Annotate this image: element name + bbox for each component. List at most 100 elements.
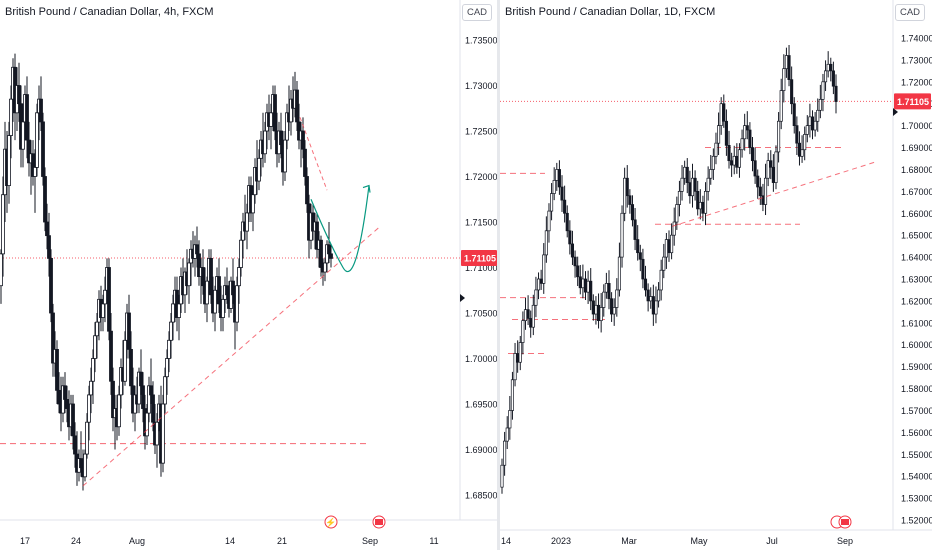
y-tick-label: 1.69500 <box>465 400 497 410</box>
candle-body <box>570 243 575 258</box>
candle-body <box>231 280 235 296</box>
chart-panel-1d[interactable]: British Pound / Canadian Dollar, 1D, FXC… <box>500 0 932 550</box>
y-tick-label: 1.73000 <box>465 81 497 91</box>
candle-body <box>201 267 205 287</box>
candle-body <box>677 191 681 205</box>
candle-body <box>698 201 702 210</box>
candle-body <box>636 239 640 254</box>
candle-body <box>101 303 105 318</box>
candle-body <box>766 160 770 179</box>
candle-body <box>329 253 333 259</box>
candle-body <box>283 139 287 173</box>
chart-canvas-4h[interactable]: 1.73500 1.73000 1.72500 1.72000 1.71500 1.710… <box>0 0 497 550</box>
candle-body <box>805 125 809 135</box>
candle-body <box>690 177 695 197</box>
y-tick-label: 1.64000 <box>901 253 932 263</box>
y-tick-label: 1.70000 <box>465 354 497 364</box>
candle-body <box>539 278 543 284</box>
candle-body <box>513 353 517 381</box>
trendline <box>82 226 381 487</box>
candle-body <box>612 307 616 315</box>
currency-badge-4h[interactable]: CAD <box>462 4 492 21</box>
candle-body <box>748 129 752 148</box>
candle-body <box>279 130 283 146</box>
candle-body <box>500 464 504 488</box>
candle-body <box>323 262 327 273</box>
candle-body <box>21 121 25 150</box>
candle-body <box>818 98 822 111</box>
candle-body <box>516 353 520 363</box>
candle-body <box>65 399 69 409</box>
candle-body <box>171 303 175 323</box>
candle-body <box>117 394 121 428</box>
y-tick-label: 1.54000 <box>901 472 932 482</box>
candle-body <box>675 204 679 223</box>
y-tick-label: 1.71500 <box>465 218 497 228</box>
candle-body <box>630 204 635 221</box>
candle-body <box>740 138 744 151</box>
candle-body <box>790 79 794 105</box>
candle-body <box>834 85 838 102</box>
candle-body <box>782 68 786 91</box>
scale-handle-left[interactable] <box>460 294 465 302</box>
candle-body <box>25 94 29 141</box>
candle-body <box>305 176 309 205</box>
candle-body <box>667 239 671 254</box>
candle-body <box>63 385 67 400</box>
candle-body <box>711 155 715 170</box>
candle-body <box>743 125 747 140</box>
candle-body <box>643 278 648 291</box>
candle-body <box>638 252 642 260</box>
candle-body <box>163 376 167 405</box>
scale-handle-right[interactable] <box>893 108 898 116</box>
candle-body <box>560 186 564 201</box>
candle-body <box>550 193 554 212</box>
candle-body <box>55 348 59 391</box>
candle-body <box>784 55 788 70</box>
chart-panel-4h[interactable]: British Pound / Canadian Dollar, 4h, FXC… <box>0 0 497 550</box>
candle-body <box>714 142 718 157</box>
candle-body <box>239 239 243 268</box>
y-tick-label: 1.60000 <box>901 340 932 350</box>
y-tick-label: 1.62000 <box>901 296 932 306</box>
y-tick-label: 1.73500 <box>465 36 497 46</box>
candle-body <box>774 151 778 183</box>
candle-body <box>717 125 721 144</box>
candle-body <box>769 160 773 168</box>
candle-body <box>732 155 736 166</box>
candle-body <box>777 120 781 153</box>
candle-body <box>327 244 331 255</box>
candle-body <box>831 70 835 87</box>
y-tick-label: 1.66000 <box>901 209 932 219</box>
candle-body <box>177 303 181 318</box>
candle-body <box>87 394 91 423</box>
chart-title-4h: British Pound / Canadian Dollar, 4h, FXC… <box>5 6 214 18</box>
candle-body <box>813 120 817 131</box>
candle-body <box>139 371 143 387</box>
candle-body <box>670 234 674 254</box>
candle-body <box>103 289 107 305</box>
candle-body <box>651 296 655 315</box>
candle-body <box>625 177 629 197</box>
candle-body <box>654 300 658 315</box>
candle-body <box>578 276 582 289</box>
candle-body <box>810 116 815 131</box>
candle-body <box>659 269 663 291</box>
last-price-label: 1.71105 <box>464 253 496 263</box>
currency-badge-1d[interactable]: CAD <box>895 4 925 21</box>
candle-body <box>251 194 255 214</box>
candle-body <box>531 304 535 328</box>
x-tick-label: 14 <box>225 536 235 546</box>
candle-body <box>808 116 812 126</box>
candle-body <box>685 166 689 183</box>
candle-body <box>165 358 169 378</box>
candle-body <box>662 256 666 271</box>
candle-body <box>155 421 159 446</box>
candle-body <box>141 385 145 409</box>
candle-body <box>187 262 191 287</box>
candle-body <box>523 309 528 321</box>
candle-body <box>17 85 21 105</box>
y-tick-label: 1.55000 <box>901 450 932 460</box>
panel-divider[interactable] <box>497 0 500 550</box>
chart-canvas-1d[interactable]: 1.740001.730001.720001.710001.700001.690… <box>500 0 932 550</box>
